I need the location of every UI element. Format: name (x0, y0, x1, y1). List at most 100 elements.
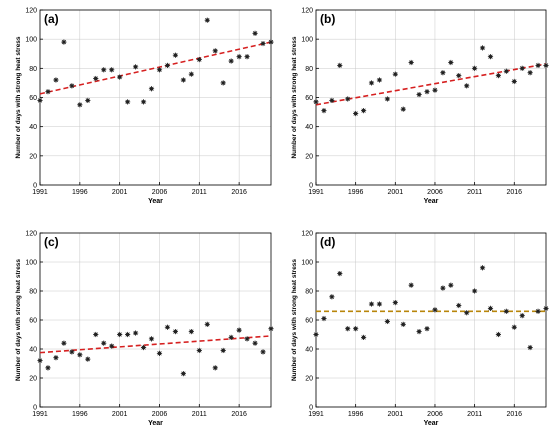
data-point (519, 313, 525, 319)
data-point-stroke (53, 77, 59, 83)
data-point (519, 65, 525, 71)
data-point (236, 327, 242, 333)
y-tick-label: 100 (301, 37, 313, 44)
data-point-stroke (37, 98, 43, 103)
y-tick-label: 120 (25, 231, 37, 238)
data-point-stroke (496, 332, 501, 337)
data-point-stroke (480, 45, 485, 51)
x-tick-label: 2016 (506, 189, 522, 196)
data-point-stroke (61, 341, 67, 346)
data-point (487, 305, 494, 311)
data-point-stroke (416, 329, 422, 334)
data-point-stroke (345, 96, 350, 102)
x-tick-label: 1991 (32, 189, 48, 196)
data-point (117, 331, 123, 338)
data-point-stroke (329, 294, 335, 299)
data-point (140, 99, 147, 105)
data-point (101, 340, 107, 346)
data-point-stroke (101, 67, 106, 72)
data-point (479, 265, 486, 271)
data-point (448, 282, 454, 288)
data-point (228, 58, 234, 64)
y-tick-label: 40 (29, 124, 37, 131)
data-point (125, 99, 131, 105)
data-point (400, 106, 406, 112)
data-point (376, 301, 383, 307)
data-point (172, 52, 179, 58)
data-point (321, 315, 327, 322)
data-point-stroke (93, 76, 98, 81)
data-point (456, 73, 462, 79)
data-point (321, 108, 327, 114)
data-point (109, 67, 115, 73)
data-point-stroke (69, 349, 75, 355)
y-tick-label: 60 (305, 318, 313, 325)
y-tick-label: 100 (301, 260, 313, 267)
trend-line (39, 335, 272, 354)
data-point-stroke (228, 58, 234, 64)
y-tick-label: 20 (29, 376, 37, 383)
data-point (376, 77, 383, 83)
data-point-stroke (85, 98, 90, 103)
data-point-stroke (117, 332, 122, 337)
data-point (456, 302, 462, 309)
data-point (61, 39, 67, 45)
data-point-stroke (213, 48, 218, 54)
y-tick-label: 60 (305, 95, 313, 102)
data-point-stroke (228, 335, 234, 340)
data-point-stroke (432, 307, 438, 313)
data-point (472, 288, 478, 294)
data-point-stroke (416, 92, 422, 97)
y-tick-label: 120 (301, 231, 313, 238)
data-point-stroke (393, 71, 398, 77)
data-point-stroke (321, 316, 327, 321)
data-point (164, 324, 171, 330)
x-tick-label: 2011 (467, 189, 482, 196)
panel-label: (c) (44, 235, 59, 249)
y-tick-label: 0 (309, 405, 313, 412)
data-point-stroke (408, 283, 414, 288)
data-point-stroke (93, 332, 98, 337)
data-point (132, 64, 139, 70)
x-tick-label: 2006 (427, 411, 443, 418)
data-point-stroke (377, 301, 382, 307)
x-tick-label: 2011 (467, 411, 482, 418)
data-point (368, 80, 375, 86)
data-point (440, 285, 446, 291)
data-point (117, 74, 123, 80)
data-point (109, 343, 115, 349)
data-point-stroke (543, 63, 549, 68)
data-point-stroke (361, 335, 366, 340)
data-point (236, 54, 242, 60)
x-tick-label: 1991 (308, 189, 324, 196)
data-point-stroke (244, 54, 250, 59)
x-tick-label: 1996 (72, 189, 88, 196)
data-point (337, 62, 343, 69)
data-point (37, 97, 43, 104)
data-point (495, 331, 502, 338)
data-point (148, 336, 155, 342)
data-point-stroke (101, 341, 106, 346)
data-point-stroke (37, 358, 43, 363)
data-point (204, 321, 210, 327)
data-point-stroke (260, 349, 266, 355)
data-point (543, 62, 549, 69)
data-point-stroke (504, 69, 509, 74)
data-point-stroke (149, 86, 154, 91)
data-point-stroke (133, 64, 138, 70)
chart-panel-3: 0 20 40 60 80 100 120 1991 1996 2001 2006 2011 2016 Y… (15, 231, 274, 427)
data-point-stroke (45, 89, 51, 94)
data-point-stroke (440, 70, 446, 75)
data-point-stroke (85, 356, 90, 362)
y-tick-label: 40 (29, 347, 37, 354)
data-point-stroke (337, 271, 342, 276)
y-tick-label: 60 (29, 318, 37, 325)
data-point-stroke (472, 66, 477, 71)
data-point (503, 68, 509, 74)
data-point (392, 71, 398, 77)
data-point-stroke (543, 306, 549, 311)
data-point (53, 77, 59, 83)
data-point (329, 97, 335, 104)
data-point (511, 78, 517, 85)
y-axis-label: Number of days with strong heat stress (291, 259, 298, 381)
